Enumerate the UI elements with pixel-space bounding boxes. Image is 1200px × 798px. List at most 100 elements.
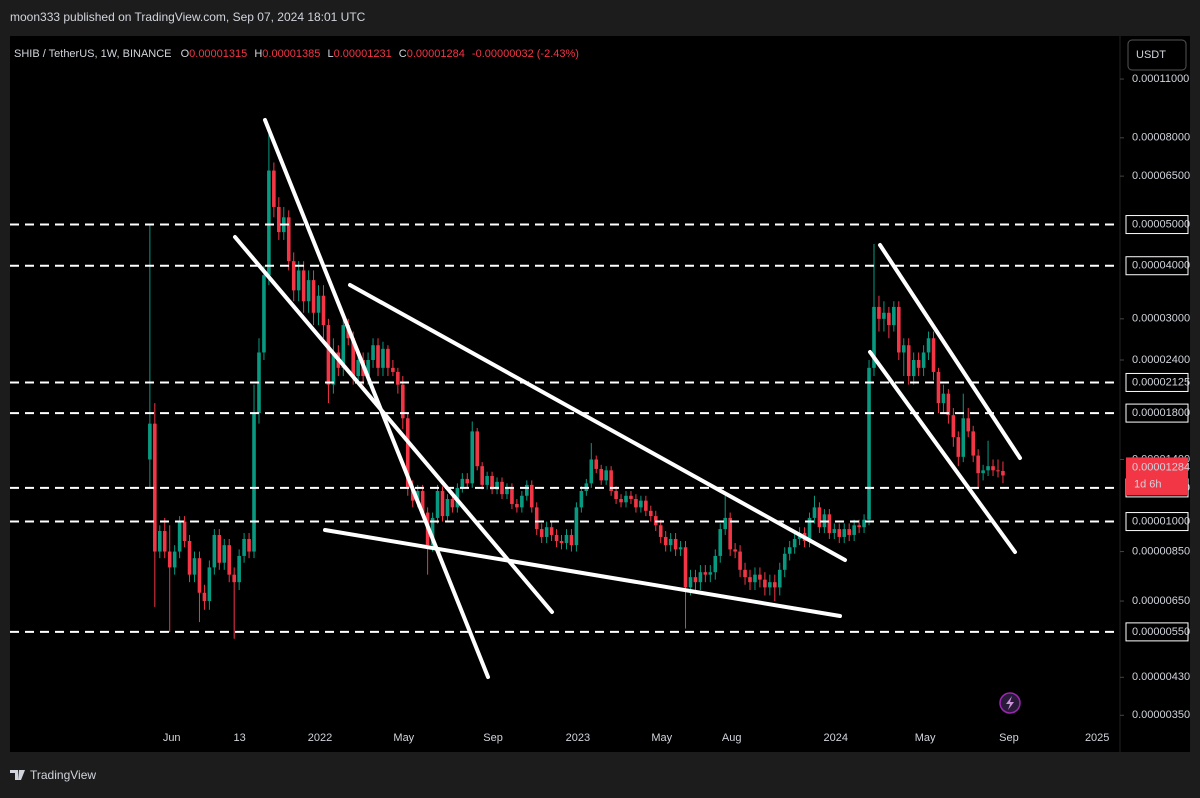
trend-line (323, 528, 842, 618)
y-tick-label: 0.00000350 (1132, 709, 1190, 721)
x-tick-label: May (915, 732, 936, 744)
x-tick-label: May (651, 732, 672, 744)
candle-body (976, 455, 980, 474)
candle-body (445, 499, 450, 517)
candle-body (639, 500, 643, 508)
candle-body (177, 521, 182, 552)
trend-lines (233, 118, 1022, 679)
candle-body (480, 466, 484, 485)
price-tag (1126, 457, 1188, 496)
legend-open-label: O (181, 48, 190, 60)
candle-body (544, 527, 549, 537)
candle-body (162, 531, 167, 552)
candle-body (564, 534, 569, 544)
candle-body (306, 280, 311, 302)
candle-body (272, 170, 276, 207)
candle-body (534, 507, 539, 530)
candle-body (187, 541, 192, 575)
legend-low: 0.00001231 (334, 48, 392, 60)
candle-body (847, 529, 851, 535)
candle-body (624, 495, 628, 503)
candle-body (222, 545, 227, 563)
candle-body (753, 574, 757, 583)
candle-body (718, 529, 723, 556)
candle-body (267, 170, 271, 276)
candle-body (391, 367, 395, 372)
legend: SHIB / TetherUS, 1W, BINANCE O0.00001315… (14, 48, 579, 60)
y-tick-label: 0.00000850 (1132, 545, 1190, 557)
candle-body (668, 538, 673, 546)
price-tag-label: 0.00001284 (1132, 461, 1190, 473)
candle-body (237, 555, 241, 583)
candle-body (351, 338, 356, 377)
candle-body (321, 295, 326, 326)
candle-body (931, 338, 936, 372)
level-label: 0.00001000 (1132, 515, 1190, 527)
candle-body (341, 325, 346, 368)
y-tick-label: 0.00000650 (1132, 595, 1190, 607)
candle-body (827, 514, 832, 533)
candle-body (768, 582, 772, 588)
legend-open: 0.00001315 (189, 48, 247, 60)
candle-body (842, 529, 847, 537)
candle-body (777, 569, 782, 588)
candle-body (787, 547, 792, 554)
legend-high: 0.00001385 (262, 48, 320, 60)
candle-body (862, 519, 866, 528)
candle-body (376, 345, 380, 368)
candle-body (698, 572, 703, 583)
currency-button-label: USDT (1136, 49, 1166, 61)
y-tick-label: 0.00011000 (1132, 73, 1189, 85)
candle-body (629, 495, 633, 500)
legend-symbol: SHIB / TetherUS, 1W, BINANCE (14, 48, 172, 60)
candle-body (916, 359, 921, 368)
candle-body (301, 270, 306, 302)
candle-body (663, 536, 668, 546)
candle-body (495, 481, 499, 490)
candle-body (882, 312, 886, 319)
candle-body (242, 538, 246, 556)
candle-body (366, 359, 370, 377)
candle-body (936, 371, 941, 404)
candle-body (728, 517, 732, 550)
candle-body (510, 487, 514, 504)
candle-body (381, 348, 385, 368)
candle-body (748, 577, 752, 583)
currency-button[interactable] (1127, 39, 1187, 71)
candle-body (926, 338, 931, 353)
candle-body (763, 579, 767, 588)
candle-body (296, 270, 301, 291)
candle-body (202, 592, 207, 602)
level-label-box (1125, 256, 1189, 276)
candle-body (520, 495, 524, 508)
candle-body (619, 499, 623, 503)
candle-body (460, 478, 465, 488)
brand-name: TradingView (30, 768, 96, 782)
trend-line (868, 350, 1017, 554)
candle-body (227, 545, 232, 575)
candle-body (693, 577, 698, 583)
legend-close: 0.00001284 (407, 48, 465, 60)
candle-body (247, 538, 251, 552)
candle-body (316, 295, 321, 313)
candle-body (683, 547, 688, 588)
candle-body (678, 547, 683, 550)
candle-body (911, 359, 916, 377)
candle-body (649, 510, 653, 517)
candle-body (743, 569, 747, 578)
brand-logo (10, 770, 25, 780)
candle-body (331, 352, 336, 385)
level-label-box (1125, 403, 1189, 423)
candle-body (688, 577, 693, 588)
candle-body (951, 415, 956, 438)
candle-body (153, 423, 157, 552)
candle-body (579, 491, 584, 508)
level-label: 0.00002125 (1132, 376, 1190, 388)
publisher-line: moon333 published on TradingView.com, Se… (10, 10, 366, 24)
level-label-box (1125, 372, 1189, 392)
x-tick-label: Sep (483, 732, 503, 744)
candle-body (252, 413, 256, 552)
candle-body (986, 466, 990, 471)
level-label-box (1125, 512, 1189, 532)
